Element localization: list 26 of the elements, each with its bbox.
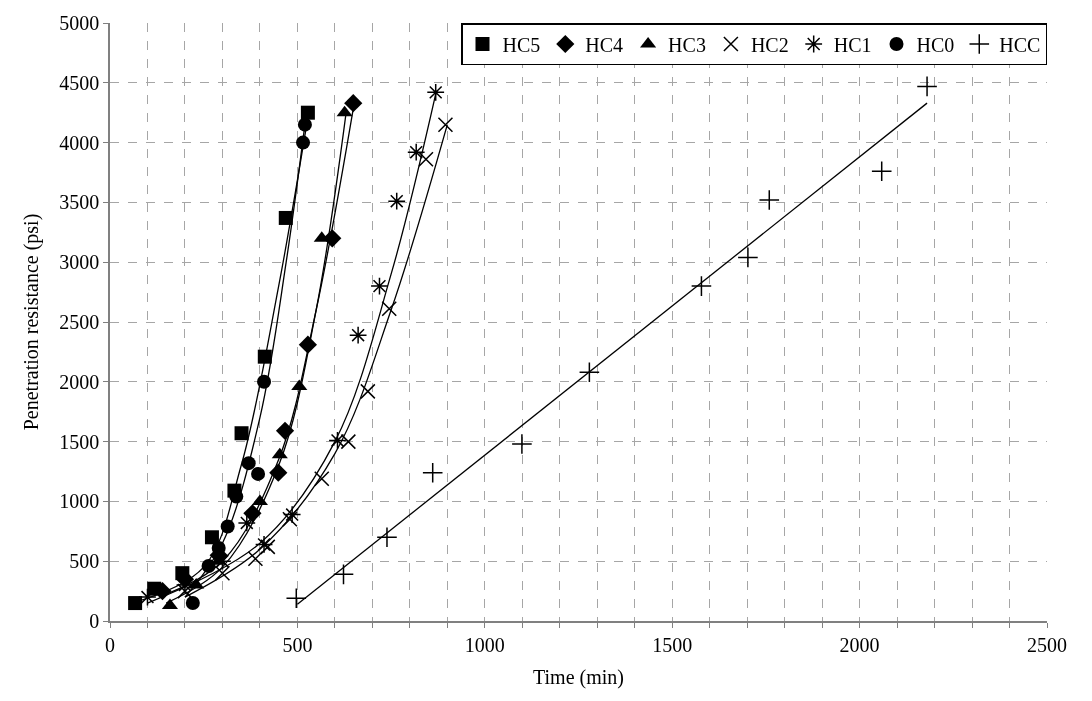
legend-label: HC3 [668, 33, 706, 56]
y-tick-label: 2000 [59, 370, 100, 393]
y-tick-label: 3500 [59, 191, 100, 214]
x-axis-title: Time (min) [533, 665, 624, 689]
y-tick-label: 5000 [59, 12, 100, 34]
x-tick-label: 1500 [652, 633, 693, 656]
y-tick-label: 4000 [59, 131, 100, 154]
legend-label: HCC [999, 33, 1041, 56]
legend-label: HC2 [750, 33, 789, 56]
y-tick-label: 4500 [59, 71, 100, 94]
x-tick-label: 2000 [839, 633, 880, 656]
x-tick-label: 500 [282, 633, 313, 656]
y-tick-label: 500 [69, 550, 100, 573]
y-tick-label: 3000 [59, 251, 100, 274]
y-tick-label: 1000 [59, 490, 100, 513]
x-tick-label: 2500 [1027, 633, 1067, 656]
legend-label: HC0 [916, 33, 955, 56]
y-tick-label: 2500 [59, 311, 100, 333]
x-tick-label: 1000 [464, 633, 505, 656]
y-tick-label: 1500 [59, 430, 100, 453]
legend-label: HC1 [833, 33, 872, 56]
legend-label: HC4 [585, 33, 624, 56]
legend-label: HC5 [502, 33, 541, 56]
y-tick-label: 0 [89, 610, 100, 632]
x-tick-label: 0 [105, 633, 115, 656]
y-axis-title: Penetration resistance (psi) [20, 213, 44, 431]
